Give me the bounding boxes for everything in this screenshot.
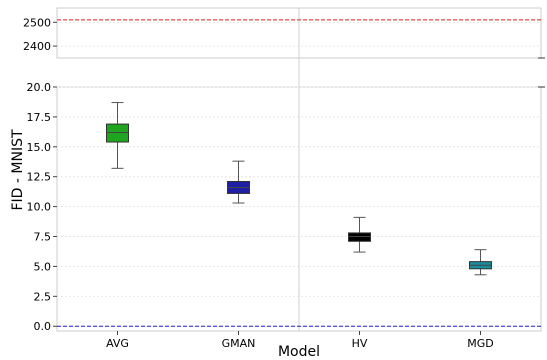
x-tick-label: MGD: [467, 337, 494, 350]
x-axis-title: Model: [278, 344, 320, 360]
box-body: [106, 123, 129, 143]
box-hv: [348, 216, 371, 253]
x-tick-label: AVG: [106, 337, 129, 350]
y-tick-label: 5.0: [34, 260, 52, 273]
y-tick-label: 17.5: [27, 111, 52, 124]
y-tick-label: 2500: [23, 16, 51, 29]
y-tick-label: 7.5: [34, 231, 52, 244]
y-tick-label: 20.0: [27, 81, 52, 94]
y-tick-label: 10.0: [27, 201, 52, 214]
box-gman: [227, 160, 250, 204]
y-tick-label: 2400: [23, 40, 51, 53]
box-avg: [106, 102, 129, 169]
x-tick-label: GMAN: [222, 337, 256, 350]
box-body: [348, 232, 371, 242]
y-axis-title: FID - MNIST: [10, 129, 26, 210]
y-tick-label: 12.5: [27, 171, 52, 184]
x-tick-label: HV: [352, 337, 368, 350]
box-mgd: [469, 249, 492, 276]
y-tick-label: 2.5: [34, 290, 52, 303]
y-tick-label: 0.0: [34, 320, 52, 333]
y-tick-label: 15.0: [27, 141, 52, 154]
